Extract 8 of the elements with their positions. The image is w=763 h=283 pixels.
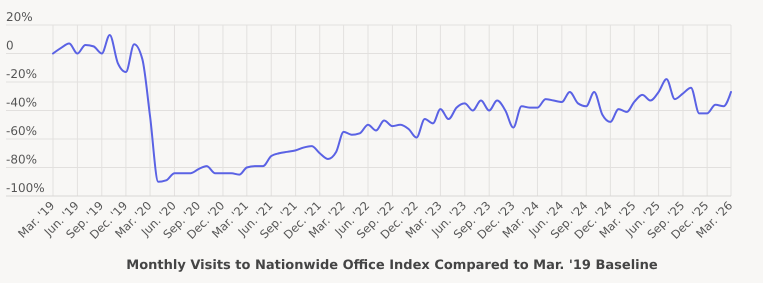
y-tick-label: -20% bbox=[6, 67, 38, 81]
text: Monthly Visits to Nationwide Office Index Compared to Mar. '19 Baseline bbox=[126, 258, 658, 273]
y-tick-label: 0 bbox=[6, 38, 14, 52]
y-tick-label: 20% bbox=[6, 10, 33, 24]
y-tick-label: -40% bbox=[6, 96, 38, 110]
y-tick-label: -80% bbox=[6, 152, 38, 166]
y-tick-label: -100% bbox=[6, 181, 45, 195]
y-tick-label: -60% bbox=[6, 124, 38, 138]
